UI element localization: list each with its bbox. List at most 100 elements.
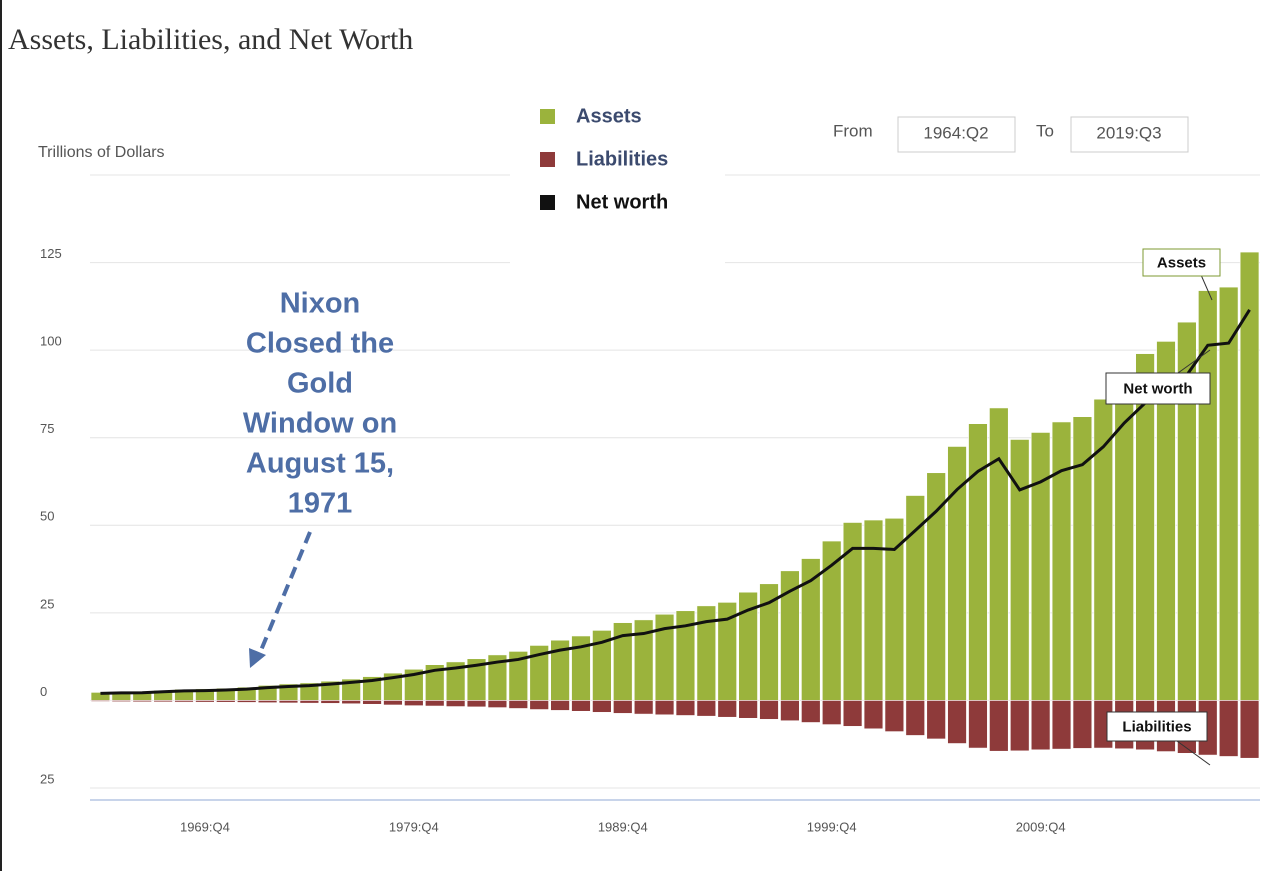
bar [717, 700, 737, 718]
bar [257, 700, 278, 704]
bar [633, 700, 654, 715]
bar [1030, 700, 1051, 751]
bar [174, 700, 194, 703]
legend-box [510, 98, 725, 268]
bar [195, 700, 215, 703]
bar [571, 700, 591, 712]
bar [1135, 353, 1155, 701]
to-value: 2019:Q3 [1096, 123, 1161, 142]
bar [216, 700, 236, 703]
callout-box [1106, 711, 1208, 742]
bar [383, 700, 403, 706]
bar [968, 423, 988, 701]
bar [968, 700, 988, 749]
bar [947, 700, 967, 744]
legend-swatch [540, 109, 555, 124]
bar [1051, 700, 1072, 750]
y-tick-label: 50 [40, 509, 54, 524]
bar [1093, 398, 1114, 701]
bar [780, 700, 800, 722]
callout-leader [1176, 740, 1211, 766]
y-tick-label: 100 [40, 334, 62, 349]
bar [550, 700, 570, 711]
legend-label: Liabilities [576, 148, 668, 170]
callout-label: Net worth [1123, 380, 1192, 397]
bar [132, 700, 152, 703]
bar [738, 700, 758, 719]
legend: Assets Liabilities Net worth [540, 105, 668, 213]
bar [801, 700, 821, 723]
bar [884, 700, 905, 732]
bar [1072, 700, 1093, 749]
bar [863, 700, 884, 730]
bar [592, 700, 612, 713]
bar [1218, 700, 1239, 757]
x-tick-label: 1979:Q4 [389, 819, 439, 834]
bar [926, 472, 946, 701]
bar [989, 407, 1009, 701]
callout-label: Assets [1157, 254, 1206, 271]
bar [425, 700, 445, 707]
from-box[interactable] [897, 116, 1016, 153]
bar [654, 700, 675, 716]
bar [236, 700, 257, 703]
bar [508, 700, 529, 709]
callout-leader [1177, 349, 1211, 374]
bar [842, 700, 863, 727]
bar [1051, 421, 1072, 701]
bar [362, 700, 382, 705]
x-tick-label: 1989:Q4 [598, 819, 648, 834]
bar [1030, 432, 1051, 701]
bar [404, 700, 424, 706]
bars [90, 251, 1260, 759]
y-tick-label: 125 [40, 246, 62, 261]
callout-leader [1201, 275, 1213, 301]
bar [1239, 700, 1260, 759]
x-tick-label: 1999:Q4 [807, 819, 857, 834]
legend-label: Net worth [576, 191, 668, 213]
bar [320, 700, 340, 704]
from-label: From [833, 121, 873, 140]
legend-label: Assets [576, 105, 642, 127]
bar [341, 700, 361, 705]
bar [696, 700, 717, 717]
bar [278, 700, 299, 704]
bar [153, 700, 173, 703]
bar [1010, 700, 1030, 752]
bar [759, 700, 779, 720]
callouts: Assets Net worth Liabilities [1105, 248, 1221, 766]
y-tick-label: 75 [40, 421, 54, 436]
x-tick-label: 1969:Q4 [180, 819, 230, 834]
callout-box [1142, 248, 1221, 277]
callout-label: Liabilities [1122, 718, 1191, 735]
bar [90, 700, 111, 702]
legend-swatch [540, 152, 555, 167]
y-tick-label: 0 [40, 684, 47, 699]
bar [487, 700, 508, 708]
bar [989, 700, 1009, 752]
y-axis-label: Trillions of Dollars [38, 144, 165, 161]
bar [884, 517, 905, 701]
annotation-arrowhead [249, 648, 266, 668]
bar [905, 700, 925, 736]
bar [445, 700, 466, 707]
annotation-line: Gold [287, 368, 353, 400]
annotation-line: Window on [243, 408, 397, 440]
annotation-line: Closed the [246, 328, 394, 360]
annotation-line: Nixon [280, 288, 361, 320]
from-value: 1964:Q2 [923, 123, 988, 142]
bar [529, 700, 549, 710]
annotation-line: 1971 [288, 488, 353, 520]
annotation-arrow [255, 531, 312, 661]
annotation-line: August 15, [246, 448, 394, 480]
to-box[interactable] [1070, 116, 1189, 153]
chart-title: Assets, Liabilities, and Net Worth [8, 23, 413, 56]
to-label: To [1036, 121, 1054, 140]
bar [466, 700, 487, 708]
net-worth-line [100, 309, 1251, 695]
bar [675, 700, 696, 716]
bar [613, 700, 633, 714]
legend-swatch [540, 195, 555, 210]
bar [821, 700, 842, 725]
